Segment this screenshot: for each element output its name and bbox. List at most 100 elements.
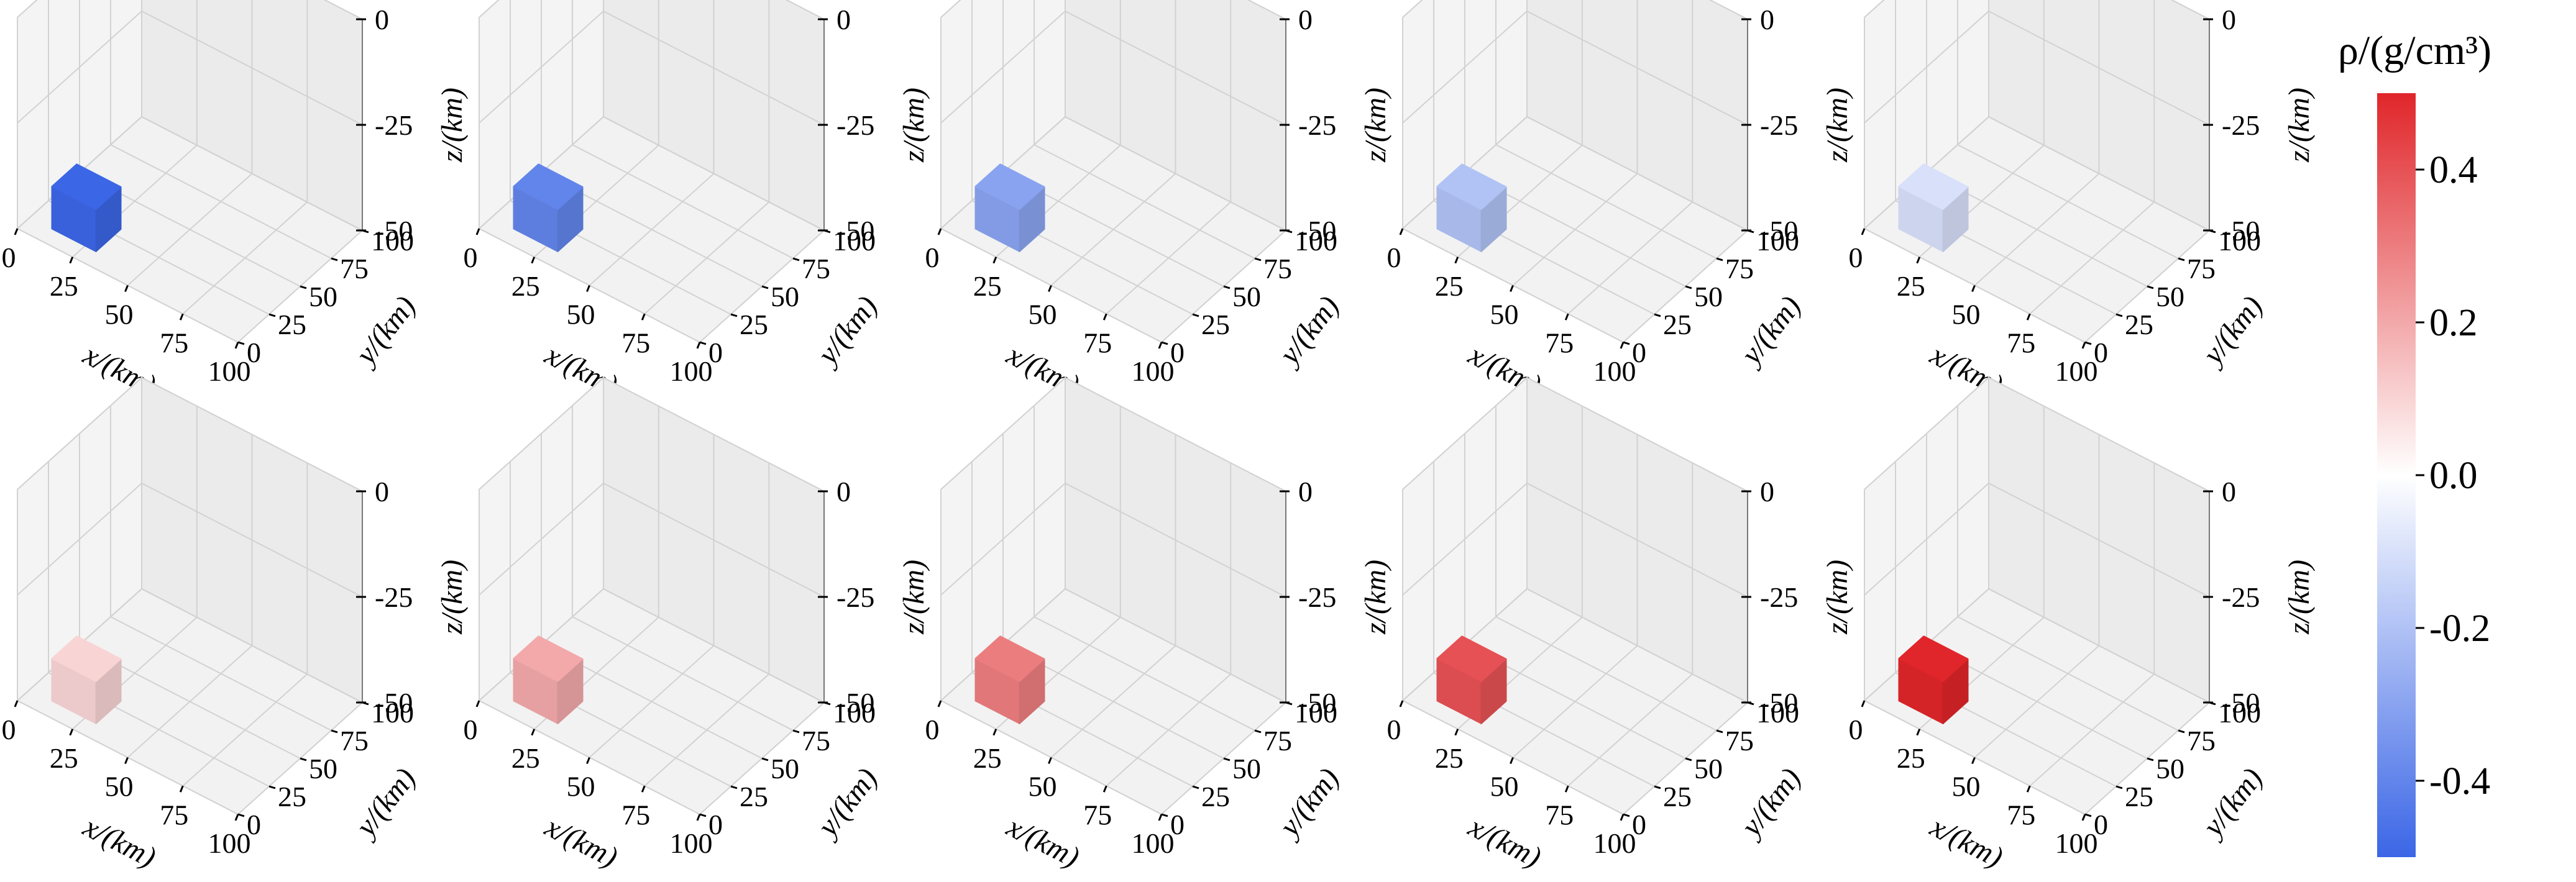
block-face-top xyxy=(1436,635,1507,682)
z-axis-label: z/(km) xyxy=(897,88,930,163)
x-tick-label: 25 xyxy=(1897,270,1925,302)
z-axis: 0 -25 -50 z/(km) xyxy=(356,476,469,719)
y-tick-label: 25 xyxy=(1663,781,1692,812)
y-axis-label: y/(km) xyxy=(2194,762,2269,845)
y-axis-label: y/(km) xyxy=(1271,762,1345,845)
z-axis: 0 -25 -50 z/(km) xyxy=(2203,4,2316,247)
z-tick-label: -50 xyxy=(375,687,413,719)
x-tick-label: 75 xyxy=(621,327,650,358)
y-tick-label: 25 xyxy=(1201,781,1230,812)
y-tick-label: 75 xyxy=(340,725,369,757)
z-tick-label: 0 xyxy=(837,476,851,507)
y-tick-label: 75 xyxy=(1725,253,1754,284)
x-tick-label: 50 xyxy=(1952,299,1981,330)
z-axis: 0 -25 -50 z/(km) xyxy=(1741,476,1854,719)
z-tick-label: -50 xyxy=(1298,215,1336,247)
x-tick-label: 100 xyxy=(670,355,713,387)
x-tick-label: 25 xyxy=(973,270,1002,302)
density-block xyxy=(513,163,584,252)
z-tick-label: 0 xyxy=(1298,4,1313,35)
x-axis-label: x/(km) xyxy=(1463,810,1546,874)
x-tick-label: 100 xyxy=(1132,355,1175,387)
z-axis-label: z/(km) xyxy=(436,88,469,163)
x-tick-label: 100 xyxy=(1593,827,1636,859)
x-tick-label: 0 xyxy=(925,242,940,273)
z-axis-label: z/(km) xyxy=(1821,560,1854,635)
z-tick-label: -25 xyxy=(375,109,413,141)
x-tick-label: 25 xyxy=(973,742,1002,774)
x-tick-label: 0 xyxy=(1387,714,1401,745)
z-tick-label: -25 xyxy=(1298,109,1336,141)
y-tick-label: 0 xyxy=(1632,809,1646,840)
y-tick-label: 25 xyxy=(2125,781,2153,812)
z-tick-label: 0 xyxy=(1298,476,1313,507)
y-tick-label: 75 xyxy=(802,253,830,284)
x-tick-label: 75 xyxy=(160,327,188,358)
y-tick-label: 25 xyxy=(2125,309,2153,340)
y-tick-label: 0 xyxy=(708,337,723,368)
y-tick-label: 25 xyxy=(740,309,768,340)
y-tick-label: 75 xyxy=(340,253,369,284)
y-tick-label: 50 xyxy=(2156,281,2184,312)
y-tick-label: 50 xyxy=(1694,753,1723,784)
y-axis-label: y/(km) xyxy=(1733,290,1807,373)
y-tick-label: 0 xyxy=(2094,809,2108,840)
block-face-top xyxy=(974,635,1045,682)
z-tick-label: -50 xyxy=(1760,687,1798,719)
y-tick-label: 100 xyxy=(1295,697,1337,729)
density-block xyxy=(1436,635,1507,724)
colorbar-tick-label: 0.0 xyxy=(2429,455,2478,497)
z-tick-label: -25 xyxy=(2222,109,2260,141)
density-block xyxy=(974,635,1045,724)
x-tick-label: 75 xyxy=(1083,327,1112,358)
z-tick-label: -50 xyxy=(837,215,874,247)
x-tick-label: 50 xyxy=(1490,771,1519,802)
x-tick-label: 0 xyxy=(1849,242,1863,273)
block-face-top xyxy=(513,163,584,210)
x-tick-label: 75 xyxy=(2007,327,2035,358)
x-tick-label: 50 xyxy=(105,299,134,330)
y-tick-label: 25 xyxy=(740,781,768,812)
y-tick-label: 75 xyxy=(802,725,830,757)
x-tick-label: 50 xyxy=(1490,299,1519,330)
z-tick-label: -50 xyxy=(2222,687,2260,719)
density-block xyxy=(1436,163,1507,252)
y-tick-label: 75 xyxy=(1263,253,1292,284)
y-tick-label: 100 xyxy=(833,225,876,257)
y-tick-label: 0 xyxy=(708,809,723,840)
y-tick-label: 0 xyxy=(1632,337,1646,368)
x-tick-label: 75 xyxy=(2007,799,2035,830)
x-tick-label: 0 xyxy=(464,242,478,273)
y-tick-label: 75 xyxy=(2187,725,2216,757)
x-tick-label: 50 xyxy=(105,771,134,802)
y-axis-label: y/(km) xyxy=(347,290,422,373)
y-tick-label: 0 xyxy=(2094,337,2108,368)
y-tick-label: 0 xyxy=(247,809,261,840)
x-tick-label: 0 xyxy=(1387,242,1401,273)
z-tick-label: -50 xyxy=(1298,687,1336,719)
z-axis-label: z/(km) xyxy=(1821,88,1854,163)
z-tick-label: -25 xyxy=(1760,109,1798,141)
block-face-top xyxy=(51,163,122,210)
y-tick-label: 50 xyxy=(309,281,337,312)
x-tick-label: 75 xyxy=(1545,799,1574,830)
colorbar-tick-label: -0.4 xyxy=(2429,760,2490,802)
z-tick-label: -25 xyxy=(1298,581,1336,613)
y-tick-label: 100 xyxy=(1756,225,1799,257)
x-tick-label: 50 xyxy=(567,299,595,330)
y-tick-label: 100 xyxy=(2218,697,2261,729)
y-tick-label: 50 xyxy=(1694,281,1723,312)
z-axis: 0 -25 -50 z/(km) xyxy=(818,4,930,247)
colorbar-tick-label: 0.4 xyxy=(2429,149,2478,191)
z-axis: 0 -25 -50 z/(km) xyxy=(1741,4,1854,247)
block-face-top xyxy=(1436,163,1507,210)
z-axis: 0 -25 -50 z/(km) xyxy=(2203,476,2316,719)
x-tick-label: 100 xyxy=(670,827,713,859)
